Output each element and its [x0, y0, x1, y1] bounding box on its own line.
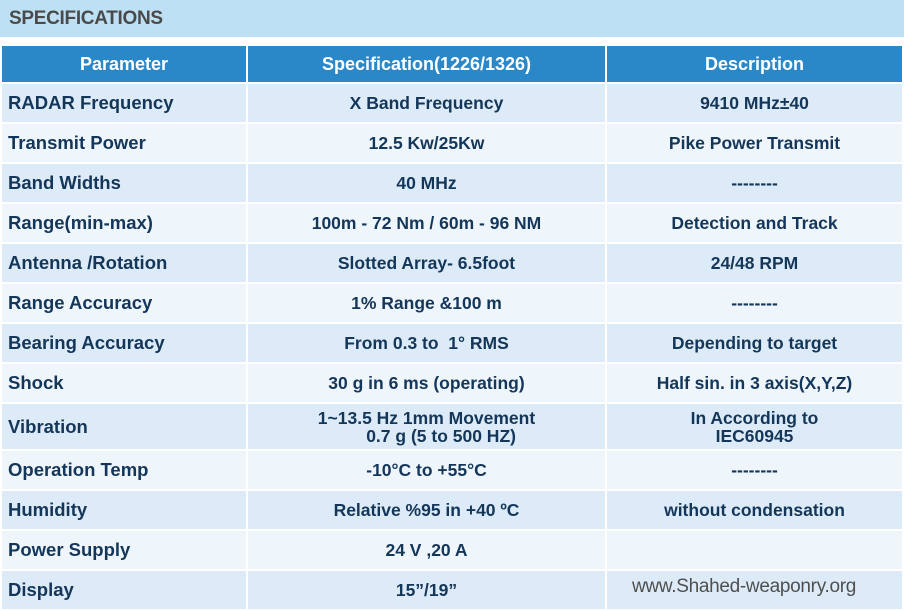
cell-parameter: Operation Temp	[0, 449, 248, 491]
cell-specification: 1~13.5 Hz 1mm Movement 0.7 g (5 to 500 H…	[246, 402, 607, 451]
table-row: Power Supply 24 V ,20 A	[0, 529, 904, 571]
cell-specification: -10°C to +55°C	[246, 449, 607, 491]
table-row: Band Widths 40 MHz --------	[0, 162, 904, 204]
table-row: Range(min-max) 100m - 72 Nm / 60m - 96 NM…	[0, 202, 904, 244]
cell-parameter: Antenna /Rotation	[0, 242, 248, 284]
table-row: Transmit Power 12.5 Kw/25Kw Pike Power Tra…	[0, 122, 904, 164]
cell-specification: 15”/19”	[246, 569, 607, 611]
cell-specification: 12.5 Kw/25Kw	[246, 122, 607, 164]
cell-parameter: Bearing Accuracy	[0, 322, 248, 364]
cell-description: In According to IEC60945	[605, 402, 904, 451]
cell-description: Depending to target	[605, 322, 904, 364]
cell-parameter: Transmit Power	[0, 122, 248, 164]
cell-description: Half sin. in 3 axis(X,Y,Z)	[605, 362, 904, 404]
table-row: Range Accuracy 1% Range &100 m --------	[0, 282, 904, 324]
cell-specification: From 0.3 to 1° RMS	[246, 322, 607, 364]
cell-specification: 40 MHz	[246, 162, 607, 204]
watermark: www.Shahed-weaponry.org	[632, 576, 857, 597]
specifications-table: Parameter Specification(1226/1326) Descr…	[0, 44, 904, 611]
cell-parameter: Shock	[0, 362, 248, 404]
cell-specification: 1% Range &100 m	[246, 282, 607, 324]
table-row: Operation Temp -10°C to +55°C --------	[0, 449, 904, 491]
header-specification: Specification(1226/1326)	[246, 44, 607, 84]
cell-specification: Slotted Array- 6.5foot	[246, 242, 607, 284]
cell-parameter: Vibration	[0, 402, 248, 451]
cell-description: 24/48 RPM	[605, 242, 904, 284]
table-row: Vibration 1~13.5 Hz 1mm Movement 0.7 g (5…	[0, 402, 904, 451]
cell-parameter: Display	[0, 569, 248, 611]
cell-description: --------	[605, 449, 904, 491]
cell-description: --------	[605, 162, 904, 204]
cell-specification: 30 g in 6 ms (operating)	[246, 362, 607, 404]
header-row: Parameter Specification(1226/1326) Descr…	[0, 44, 904, 84]
table-row: Antenna /Rotation Slotted Array- 6.5foot 2…	[0, 242, 904, 284]
cell-description	[605, 529, 904, 571]
cell-description: 9410 MHz±40	[605, 82, 904, 124]
cell-specification: 24 V ,20 A	[246, 529, 607, 571]
cell-specification: Relative %95 in +40 ºC	[246, 489, 607, 531]
table-row: Shock 30 g in 6 ms (operating) Half sin. i…	[0, 362, 904, 404]
cell-description: --------	[605, 282, 904, 324]
header-parameter: Parameter	[0, 44, 248, 84]
cell-specification: 100m - 72 Nm / 60m - 96 NM	[246, 202, 607, 244]
cell-parameter: Power Supply	[0, 529, 248, 571]
table-row: Bearing Accuracy From 0.3 to 1° RMS Depend…	[0, 322, 904, 364]
cell-parameter: Band Widths	[0, 162, 248, 204]
cell-description: Pike Power Transmit	[605, 122, 904, 164]
cell-description: Detection and Track	[605, 202, 904, 244]
cell-description: without condensation	[605, 489, 904, 531]
table-row: Humidity Relative %95 in +40 ºC without co…	[0, 489, 904, 531]
cell-parameter: Humidity	[0, 489, 248, 531]
cell-parameter: Range(min-max)	[0, 202, 248, 244]
table-row: RADAR Frequency X Band Frequency 9410 MHz±…	[0, 82, 904, 124]
header-description: Description	[605, 44, 904, 84]
cell-parameter: Range Accuracy	[0, 282, 248, 324]
cell-parameter: RADAR Frequency	[0, 82, 248, 124]
cell-specification: X Band Frequency	[246, 82, 607, 124]
section-title: SPECIFICATIONS	[0, 0, 904, 37]
